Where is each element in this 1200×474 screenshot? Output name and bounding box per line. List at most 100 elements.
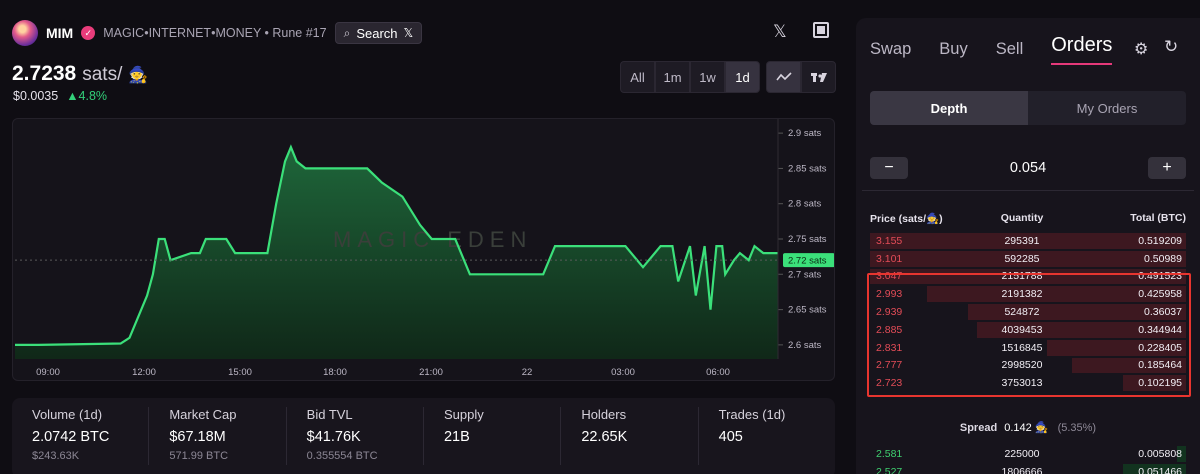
bid-qty: 1806666 <box>1001 465 1043 474</box>
y-tick-label: 2.8 sats <box>788 199 822 210</box>
gear-icon[interactable]: ⚙ <box>1134 41 1149 58</box>
tab-sell[interactable]: Sell <box>995 40 1024 58</box>
ask-total: 0.344944 <box>1138 323 1182 336</box>
line-chart-button[interactable] <box>766 61 801 93</box>
price-row: 2.7238 sats/ 🧙 <box>12 62 148 86</box>
search-label: Search <box>356 25 398 41</box>
y-tick-label: 2.85 sats <box>788 163 827 174</box>
tab-buy[interactable]: Buy <box>939 40 968 58</box>
spread-value: 0.142 🧙 <box>1004 422 1049 434</box>
stat-value: 405 <box>718 429 743 445</box>
ask-qty: 1516845 <box>1001 341 1043 354</box>
timeframe-all[interactable]: All <box>620 61 655 93</box>
search-icon: ⌕ <box>343 25 351 40</box>
ask-depth-bar <box>967 304 1186 320</box>
ask-qty: 3753013 <box>1001 377 1043 390</box>
ask-qty: 592285 <box>1004 252 1040 265</box>
decrement-button[interactable]: − <box>870 157 908 179</box>
stat-value: $67.18M <box>169 429 226 445</box>
toggle-panel-icon[interactable] <box>813 22 829 38</box>
orders-view-toggle: Depth My Orders <box>870 91 1186 125</box>
token-logo <box>12 20 38 46</box>
stat-sub: 571.99 BTC <box>169 450 229 462</box>
col-quantity: Quantity <box>1000 212 1044 224</box>
refresh-icon[interactable]: ↻ <box>1164 37 1179 56</box>
timeframe-1w[interactable]: 1w <box>690 61 725 93</box>
tab-my-orders[interactable]: My Orders <box>1028 91 1186 125</box>
spread-row: Spread 0.142 🧙 (5.35%) <box>870 421 1186 434</box>
price-area <box>15 147 778 359</box>
tab-orders[interactable]: Orders <box>1051 34 1113 65</box>
ask-qty: 2191382 <box>1001 288 1043 301</box>
ask-qty: 2998520 <box>1001 359 1043 372</box>
bid-row[interactable]: 2.527 1806666 0.051466 <box>870 463 1186 474</box>
ask-row[interactable]: 2.777 2998520 0.185464 <box>870 357 1186 375</box>
ask-row[interactable]: 3.101 592285 0.50989 <box>870 250 1186 268</box>
line-chart-icon <box>775 72 792 81</box>
token-ticker: MIM <box>46 25 74 41</box>
wizard-icon: 🧙 <box>128 67 149 84</box>
tradingview-button[interactable] <box>801 61 836 93</box>
token-header: MIM ✓ MAGIC•INTERNET•MONEY • Rune #17 ⌕ … <box>12 20 423 46</box>
tradingview-icon <box>810 73 827 82</box>
ask-row[interactable]: 2.831 1516845 0.228405 <box>870 339 1186 357</box>
x-tick-label: 21:00 <box>419 367 443 378</box>
stat-label: Holders <box>581 407 627 422</box>
orderbook-header: Price (sats/🧙) Quantity Total (BTC) <box>870 212 1186 225</box>
current-price-label: 2.72 sats <box>788 256 827 267</box>
ask-row[interactable]: 3.155 295391 0.519209 <box>870 232 1186 250</box>
x-tick-label: 15:00 <box>228 367 252 378</box>
ask-total: 0.228405 <box>1138 341 1182 354</box>
x-share-icon[interactable]: 𝕏 <box>773 22 787 41</box>
trade-panel: Swap Buy Sell Orders ⚙ ↻ Depth My Orders… <box>856 18 1200 474</box>
bid-row[interactable]: 2.581 225000 0.005808 <box>870 445 1186 463</box>
bid-total: 0.005808 <box>1138 447 1182 460</box>
ask-depth-bar <box>870 233 1186 249</box>
price-unit: sats/ <box>82 64 123 85</box>
usd-row: $0.0035 ▲4.8% <box>13 89 107 103</box>
tab-swap[interactable]: Swap <box>870 40 912 58</box>
watermark: MAGIC EDEN <box>333 227 532 252</box>
stat-label: Supply <box>443 407 484 422</box>
verified-check-icon: ✓ <box>81 26 96 40</box>
spread-percent: (5.35%) <box>1057 422 1097 434</box>
divider <box>862 190 1194 191</box>
y-tick-label: 2.7 sats <box>788 269 822 280</box>
ask-row[interactable]: 2.885 4039453 0.344944 <box>870 321 1186 339</box>
ask-price: 2.885 <box>876 323 903 336</box>
y-tick-label: 2.75 sats <box>788 234 827 245</box>
increment-button[interactable]: + <box>1147 157 1186 179</box>
y-tick-label: 2.65 sats <box>788 305 827 316</box>
ask-depth-bar <box>1072 357 1186 374</box>
spread-label: Spread <box>959 422 998 434</box>
stat-holders: Holders 22.65K <box>561 407 699 465</box>
stat-value: 2.0742 BTC <box>32 429 110 445</box>
timeframe-1m[interactable]: 1m <box>655 61 690 93</box>
x-logo-icon: 𝕏 <box>403 26 414 40</box>
ask-row[interactable]: 2.993 2191382 0.425958 <box>870 285 1186 303</box>
ask-total: 0.425958 <box>1138 288 1182 301</box>
ask-row[interactable]: 2.939 524872 0.36037 <box>870 303 1186 321</box>
ask-row[interactable]: 2.723 3753013 0.102195 <box>870 374 1186 392</box>
stat-value: 22.65K <box>581 429 628 445</box>
ask-depth-bar <box>870 268 1186 285</box>
ask-depth-bar <box>977 321 1186 338</box>
stat-label: Volume (1d) <box>32 407 103 422</box>
ask-price: 2.831 <box>876 341 903 354</box>
stat-label: Market Cap <box>169 407 237 422</box>
ask-total: 0.519209 <box>1138 234 1182 247</box>
ask-price: 2.777 <box>876 359 903 372</box>
price-step-stepper: − 0.054 + <box>870 153 1186 183</box>
x-tick-label: 22 <box>522 367 533 378</box>
x-tick-label: 12:00 <box>132 367 156 378</box>
timeframe-1d[interactable]: 1d <box>725 61 760 93</box>
current-price-badge <box>783 253 834 268</box>
chart-type-selector <box>766 61 836 93</box>
stat-trades: Trades (1d) 405 <box>699 407 835 465</box>
search-button[interactable]: ⌕ Search 𝕏 <box>334 22 423 44</box>
x-tick-label: 09:00 <box>36 367 60 378</box>
ask-depth-bar <box>1122 375 1186 392</box>
tab-depth[interactable]: Depth <box>870 91 1028 125</box>
price-chart[interactable]: MAGIC EDEN 2.9 sats 2.85 sats 2.8 sats 2.75 … <box>12 118 835 381</box>
ask-depth-bar <box>926 286 1186 303</box>
